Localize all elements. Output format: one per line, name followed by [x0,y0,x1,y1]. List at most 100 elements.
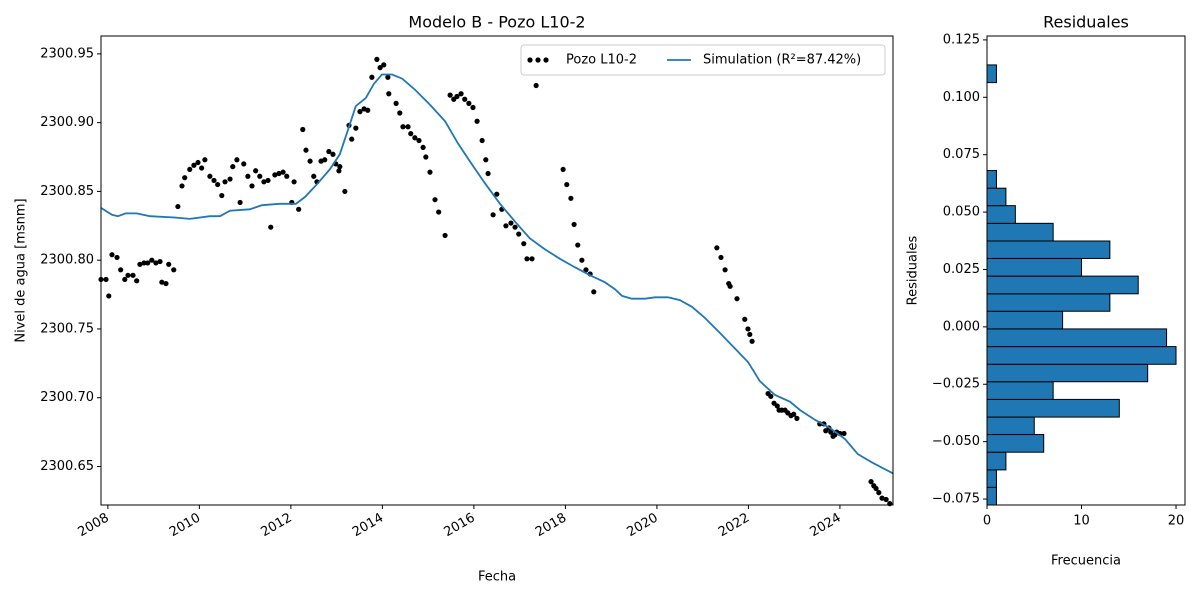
data-point [166,261,172,267]
data-point [722,267,728,273]
histogram-bar [986,222,1054,242]
histogram-bar [986,275,1139,295]
data-point [134,278,140,284]
data-point [591,289,597,295]
data-point [873,485,879,492]
data-point [130,272,136,278]
data-point [261,179,267,185]
y-tick-label: 0.025 [943,262,980,277]
histogram-bar [986,64,997,84]
data-point [336,168,342,174]
data-point [385,74,391,80]
data-point [458,91,464,97]
data-point [494,191,500,197]
data-point [118,267,124,273]
data-point [727,283,733,289]
data-point [397,110,403,116]
data-point [533,82,539,89]
data-point [268,224,274,230]
y-tick-label: 0.075 [943,147,980,162]
y-axis-label: Nivel de agua [msnm] [14,198,29,342]
data-point [503,223,509,229]
x-tick-label: 2010 [167,511,203,541]
data-point [114,254,120,261]
data-point [490,212,496,218]
data-point [747,331,753,338]
data-point [342,188,348,195]
data-point [369,74,375,80]
x-tick-label: 20 [1168,514,1185,529]
data-point [234,157,240,163]
data-point [337,164,343,170]
data-point [470,104,476,111]
data-point [416,137,422,144]
data-point [272,172,278,178]
data-point [141,260,147,266]
data-point [137,261,143,267]
y-tick-label: 0.050 [943,205,980,220]
data-point [432,197,438,203]
data-point [423,154,429,160]
y-tick-label: −0.050 [932,434,980,449]
data-point [265,177,271,184]
data-point [291,179,297,185]
data-point [187,166,193,173]
histogram-bar [986,170,997,189]
data-point [485,170,491,177]
y-tick-label: 0.100 [943,90,980,105]
histogram-bar [986,486,997,506]
chart-title: Residuales [1043,13,1129,32]
y-tick-label: 2300.85 [40,184,94,199]
data-point [276,170,282,177]
data-point [560,166,566,173]
data-point [745,326,751,332]
data-point [322,157,328,163]
x-tick-label: 2012 [258,511,294,541]
data-point [145,260,151,266]
data-point [768,393,774,399]
y-axis-label: Residuales [906,235,921,305]
data-point [714,245,720,251]
data-point [125,272,131,278]
x-tick-label: 2020 [624,511,660,541]
data-point [253,168,259,174]
data-point [466,100,472,106]
data-point [508,220,514,226]
data-point [474,118,480,124]
data-point [791,411,797,417]
data-point [199,165,205,171]
data-point [386,91,392,97]
data-point [222,179,228,185]
y-tick-label: 2300.95 [40,46,94,61]
chart-title: Modelo B - Pozo L10-2 [408,13,585,32]
data-point [447,92,453,98]
histogram-bar [986,240,1111,259]
data-point [303,147,309,153]
data-point [211,177,217,184]
x-tick-label: 0 [983,514,991,529]
data-point [230,164,236,170]
data-point [365,107,371,113]
data-point [219,192,225,199]
data-point [249,183,255,189]
data-point [420,144,426,151]
x-tick-label: 2022 [716,511,752,541]
data-point [237,199,243,206]
y-tick-label: 2300.70 [40,390,94,405]
plot-frame [986,35,1186,506]
data-point [311,173,317,179]
data-point [381,62,387,68]
histogram-bar [986,187,1007,207]
data-point [163,280,169,287]
x-tick-label: 2024 [808,511,844,541]
data-point [393,100,399,106]
data-point [149,257,155,263]
data-point [571,221,577,228]
data-point [879,495,885,501]
data-point [876,490,882,496]
y-tick-label: 2300.90 [40,115,94,130]
data-point [374,56,380,62]
histogram-bar [986,451,1007,471]
data-point [868,479,874,485]
